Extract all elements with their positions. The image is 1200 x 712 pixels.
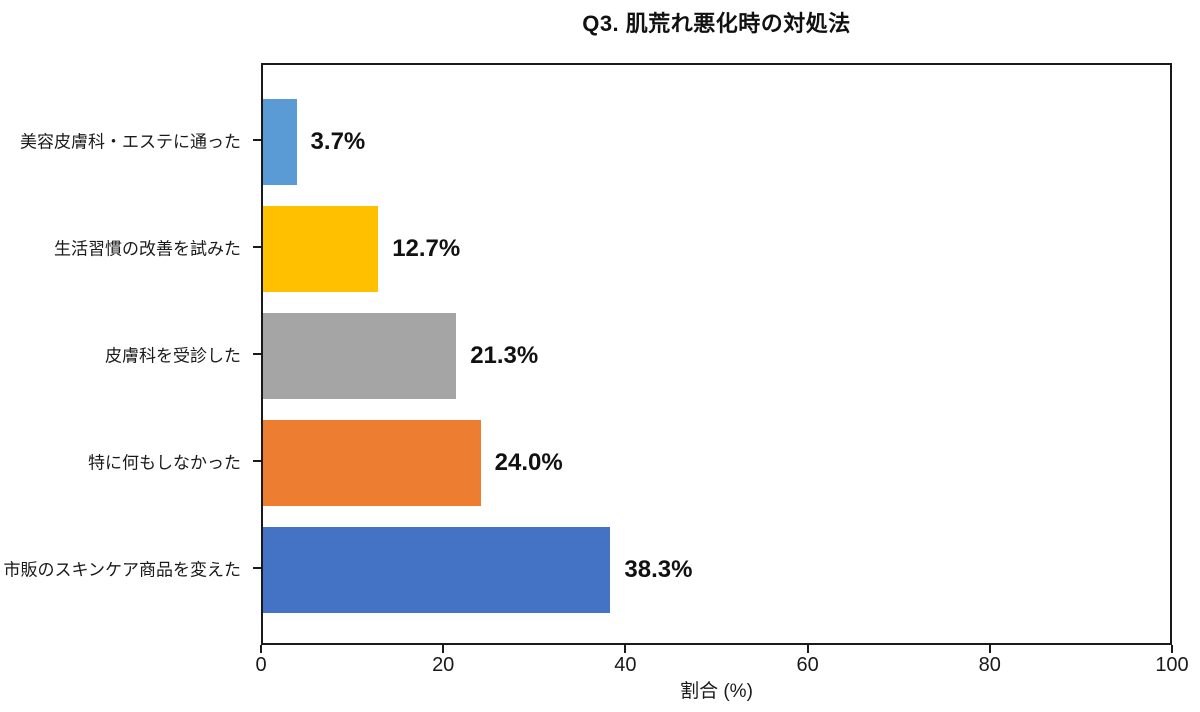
x-axis-tick (260, 645, 262, 653)
x-tick-label: 0 (255, 654, 267, 676)
bar (263, 527, 611, 613)
x-axis-tick (624, 645, 627, 653)
chart-title: Q3. 肌荒れ悪化時の対処法 (582, 11, 851, 36)
value-label: 3.7% (310, 128, 366, 155)
bar (263, 313, 457, 399)
x-axis-tick (988, 645, 991, 653)
bar (263, 206, 379, 292)
value-label: 38.3% (624, 556, 693, 583)
y-axis-tick (253, 460, 261, 462)
x-tick-label: 100 (1155, 654, 1189, 676)
x-axis-tick (806, 645, 809, 653)
x-tick-label: 40 (614, 654, 637, 676)
x-tick-label: 20 (432, 654, 455, 676)
x-tick-label: 60 (796, 654, 819, 676)
category-label: 特に何もしなかった (88, 453, 241, 473)
y-axis-tick (253, 567, 261, 569)
category-label: 生活習慣の改善を試みた (54, 239, 241, 259)
category-label: 皮膚科を受診した (105, 346, 241, 366)
y-axis-tick (253, 353, 261, 355)
category-label: 市販のスキンケア商品を変えた (3, 560, 242, 580)
x-axis-tick (442, 645, 445, 653)
x-axis-title: 割合 (%) (680, 681, 753, 702)
x-axis-tick (1171, 645, 1173, 653)
bar (263, 420, 481, 506)
y-axis-tick (253, 246, 261, 248)
bar (263, 99, 297, 185)
y-axis-tick (253, 139, 261, 141)
plot-area: 3.7% 12.7% 21.3% 24.0% 38.3% (261, 63, 1172, 645)
value-label: 24.0% (494, 449, 563, 476)
value-label: 12.7% (392, 235, 461, 262)
category-label: 美容皮膚科・エステに通った (20, 132, 241, 152)
x-tick-label: 80 (978, 654, 1001, 676)
value-label: 21.3% (470, 342, 539, 369)
